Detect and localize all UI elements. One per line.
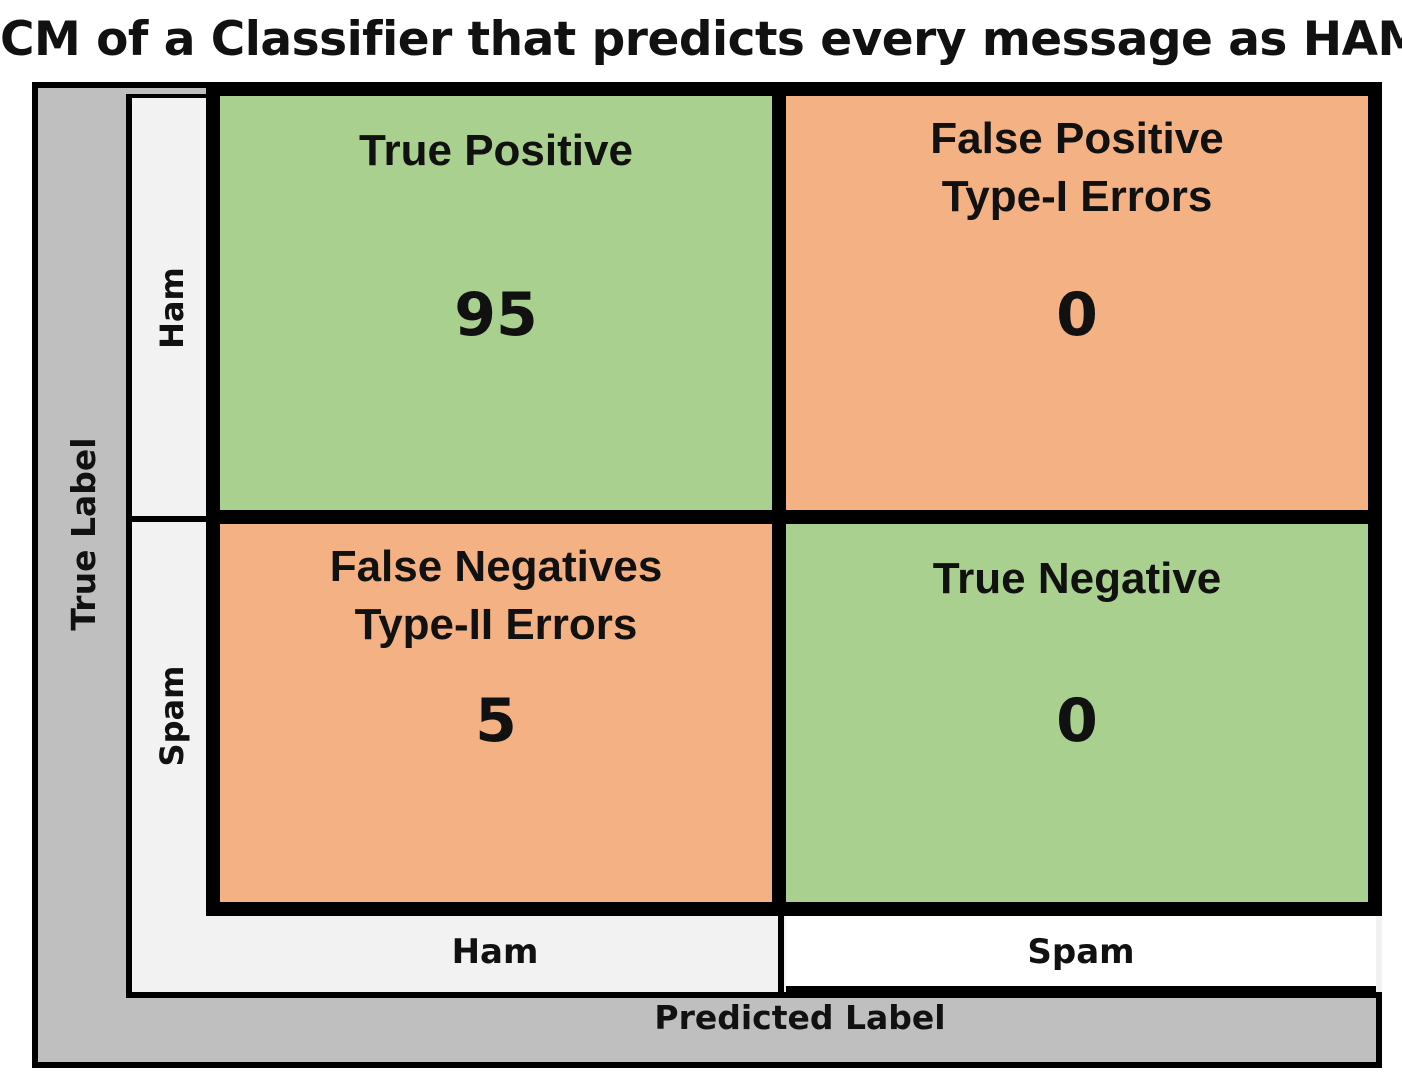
cell-false-negative: False Negatives Type-II Errors 5 (220, 524, 772, 902)
column-separator (778, 910, 784, 992)
column-label-bar-spam (786, 910, 1376, 992)
cell-title: False Positive (930, 114, 1224, 163)
column-label-spam: Spam (1027, 932, 1135, 972)
cell-value: 5 (475, 686, 517, 756)
predicted-label-axis: Predicted Label (654, 998, 946, 1037)
page-title: CM of a Classifier that predicts every m… (0, 12, 1402, 67)
cell-value: 95 (454, 280, 538, 350)
cell-true-negative: True Negative 0 (786, 524, 1368, 902)
row-separator (126, 516, 216, 522)
cell-subtitle: Type-I Errors (941, 172, 1213, 221)
row-label-ham: Ham (153, 267, 191, 349)
cell-true-positive: True Positive 95 (220, 96, 772, 510)
true-label-axis: True Label (64, 437, 103, 631)
confusion-matrix: True Positive 95 False Positive Type-I E… (206, 88, 1382, 916)
cell-title: True Positive (359, 126, 633, 175)
cell-title: True Negative (932, 554, 1222, 603)
cell-subtitle: Type-II Errors (354, 600, 638, 649)
cell-value: 0 (1056, 686, 1098, 756)
cell-title: False Negatives (329, 542, 663, 591)
column-label-ham: Ham (451, 932, 539, 972)
row-label-spam: Spam (153, 665, 191, 767)
cell-value: 0 (1056, 280, 1098, 350)
cell-false-positive: False Positive Type-I Errors 0 (786, 96, 1368, 510)
